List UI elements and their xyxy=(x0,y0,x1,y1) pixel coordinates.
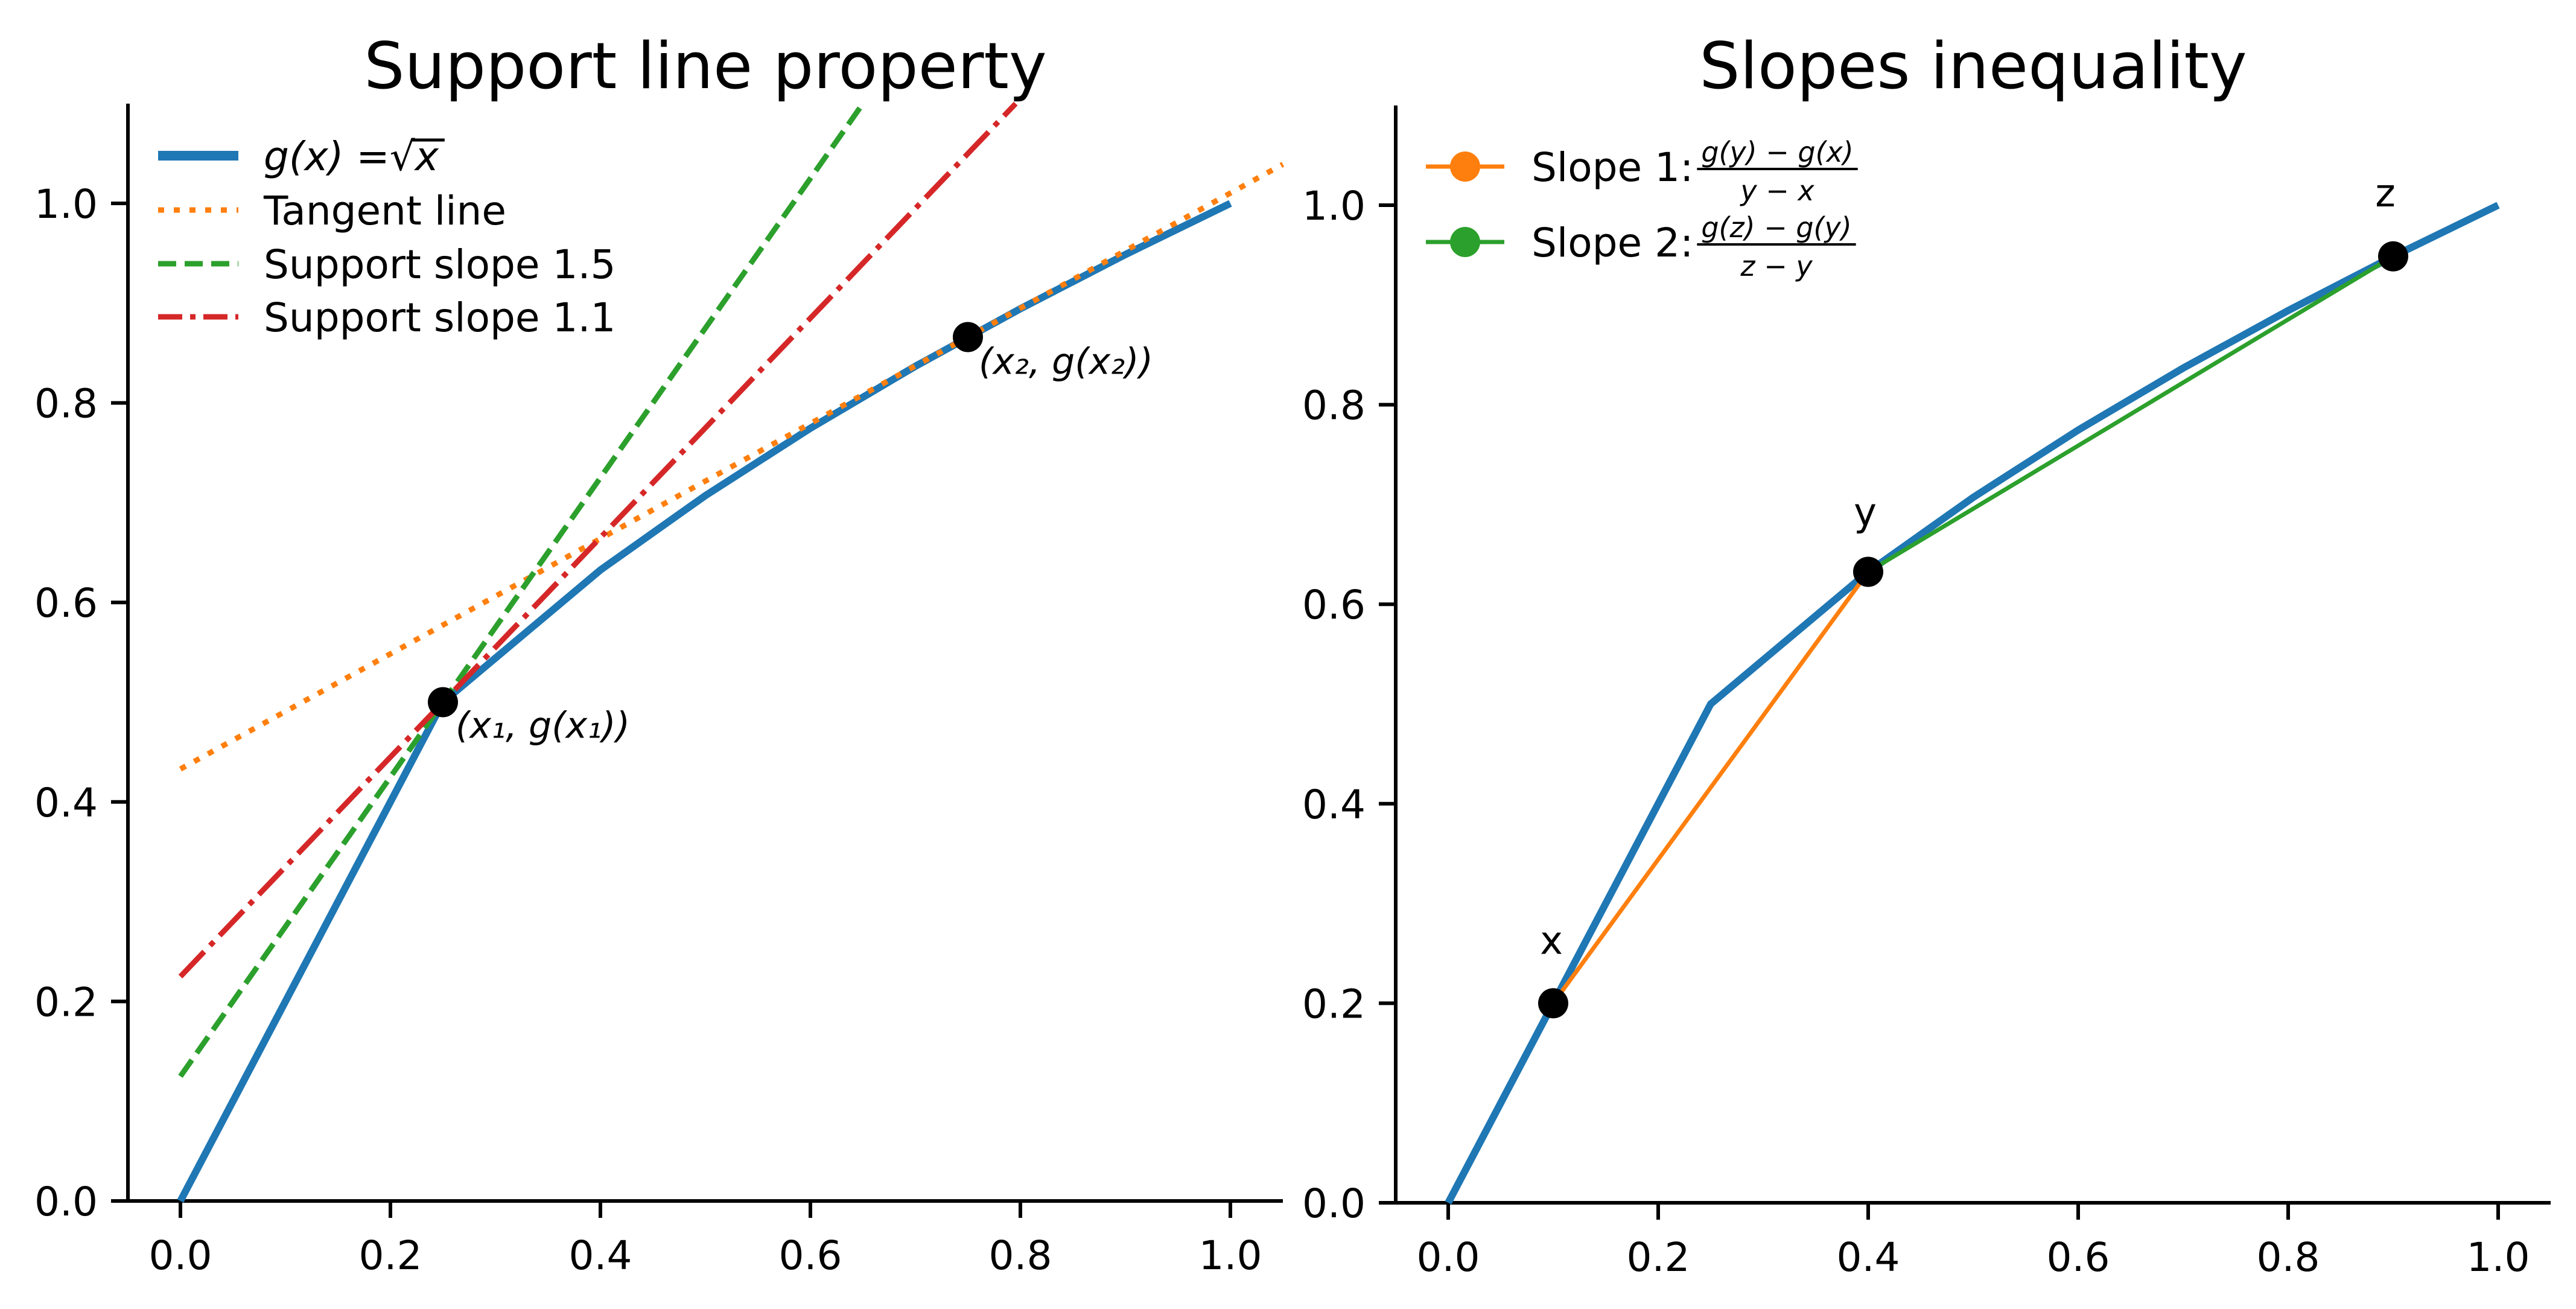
legend-label: g(x) = xyxy=(264,133,390,180)
legend-label: Support slope 1.1 xyxy=(264,295,615,341)
radical-sign: √ xyxy=(390,133,416,180)
legend-label: Slope 1: xyxy=(1531,144,1693,191)
legend-marker-slope2-chord xyxy=(1450,227,1480,257)
point-annotation: (x₂, g(x₂)) xyxy=(979,341,1153,383)
x-axis-tick-label: 0.6 xyxy=(2047,1234,2110,1281)
y-axis-tick-label: 0.6 xyxy=(1302,582,1366,628)
point-marker xyxy=(953,322,983,352)
y-axis-tick-label: 0.0 xyxy=(1302,1180,1366,1227)
legend-marker-slope1-chord xyxy=(1450,151,1480,182)
x-axis-tick-label: 1.0 xyxy=(1199,1232,1262,1279)
left-panel: 0.0 0.2 0.4 0.6 0.8 1.0 0.0 0.2 0.4 0.6 0.8 1.0 (x₁,… xyxy=(34,101,1285,1279)
fraction-denominator: z − y xyxy=(1740,250,1813,282)
y-axis-tick-label: 0.2 xyxy=(1302,981,1366,1027)
y-axis-tick-label: 1.0 xyxy=(1302,183,1366,229)
y-axis-tick-label: 0.6 xyxy=(34,580,98,626)
slope2-chord xyxy=(1867,254,2394,574)
point-label: x xyxy=(1540,919,1563,963)
legend-label: Slope 2: xyxy=(1531,220,1693,266)
right-chart-title: Slopes inequality xyxy=(1699,29,2247,103)
x-axis-tick-label: 1.0 xyxy=(2467,1234,2530,1281)
point-marker xyxy=(1538,988,1568,1019)
y-axis-tick-label: 0.8 xyxy=(34,381,98,427)
fraction-denominator: y − x xyxy=(1739,174,1814,207)
x-axis-tick-label: 0.8 xyxy=(989,1232,1052,1279)
point-marker xyxy=(2378,241,2408,272)
fraction-numerator: g(z) − g(y) xyxy=(1701,211,1851,244)
x-axis-tick-label: 0.4 xyxy=(569,1232,632,1279)
curve-sqrt xyxy=(1445,202,2500,1205)
fraction-numerator: g(y) − g(x) xyxy=(1701,136,1853,168)
tangent-line xyxy=(179,162,1285,772)
legend-label: Support slope 1.5 xyxy=(264,241,615,288)
x-axis-tick-label: 0.6 xyxy=(779,1232,842,1279)
left-chart-title: Support line property xyxy=(364,29,1046,103)
point-label: y xyxy=(1854,490,1877,535)
y-axis-tick-label: 0.8 xyxy=(1302,383,1366,429)
y-axis-tick-label: 0.4 xyxy=(1302,782,1366,828)
point-marker xyxy=(428,687,458,718)
slope1-chord xyxy=(1551,570,1870,1005)
point-annotation: (x₁, g(x₁)) xyxy=(456,705,630,747)
x-axis-tick-label: 0.0 xyxy=(1417,1234,1480,1281)
point-marker xyxy=(1853,556,1883,587)
x-axis-tick-label: 0.4 xyxy=(1837,1234,1900,1281)
x-axis-tick-label: 0.8 xyxy=(2257,1234,2320,1281)
support-line-1-1 xyxy=(178,101,1018,979)
x-axis-tick-label: 0.0 xyxy=(149,1232,212,1279)
y-axis-tick-label: 0.0 xyxy=(34,1179,98,1225)
x-axis-tick-label: 0.2 xyxy=(1627,1234,1690,1281)
legend-label: Tangent line xyxy=(263,188,506,234)
y-axis-tick-label: 0.2 xyxy=(34,979,98,1025)
right-legend: Slope 1: g(y) − g(x) y − x Slope 2: g(z) −… xyxy=(1426,136,1858,282)
right-panel: 0.0 0.2 0.4 0.6 0.8 1.0 0.0 0.2 0.4 0.6 0.8 1.0 x y z S… xyxy=(1302,105,2551,1281)
x-axis-tick-label: 0.2 xyxy=(359,1232,422,1279)
y-axis-tick-label: 0.4 xyxy=(34,780,98,826)
y-axis-tick-label: 1.0 xyxy=(34,181,98,228)
point-label: z xyxy=(2375,171,2396,216)
